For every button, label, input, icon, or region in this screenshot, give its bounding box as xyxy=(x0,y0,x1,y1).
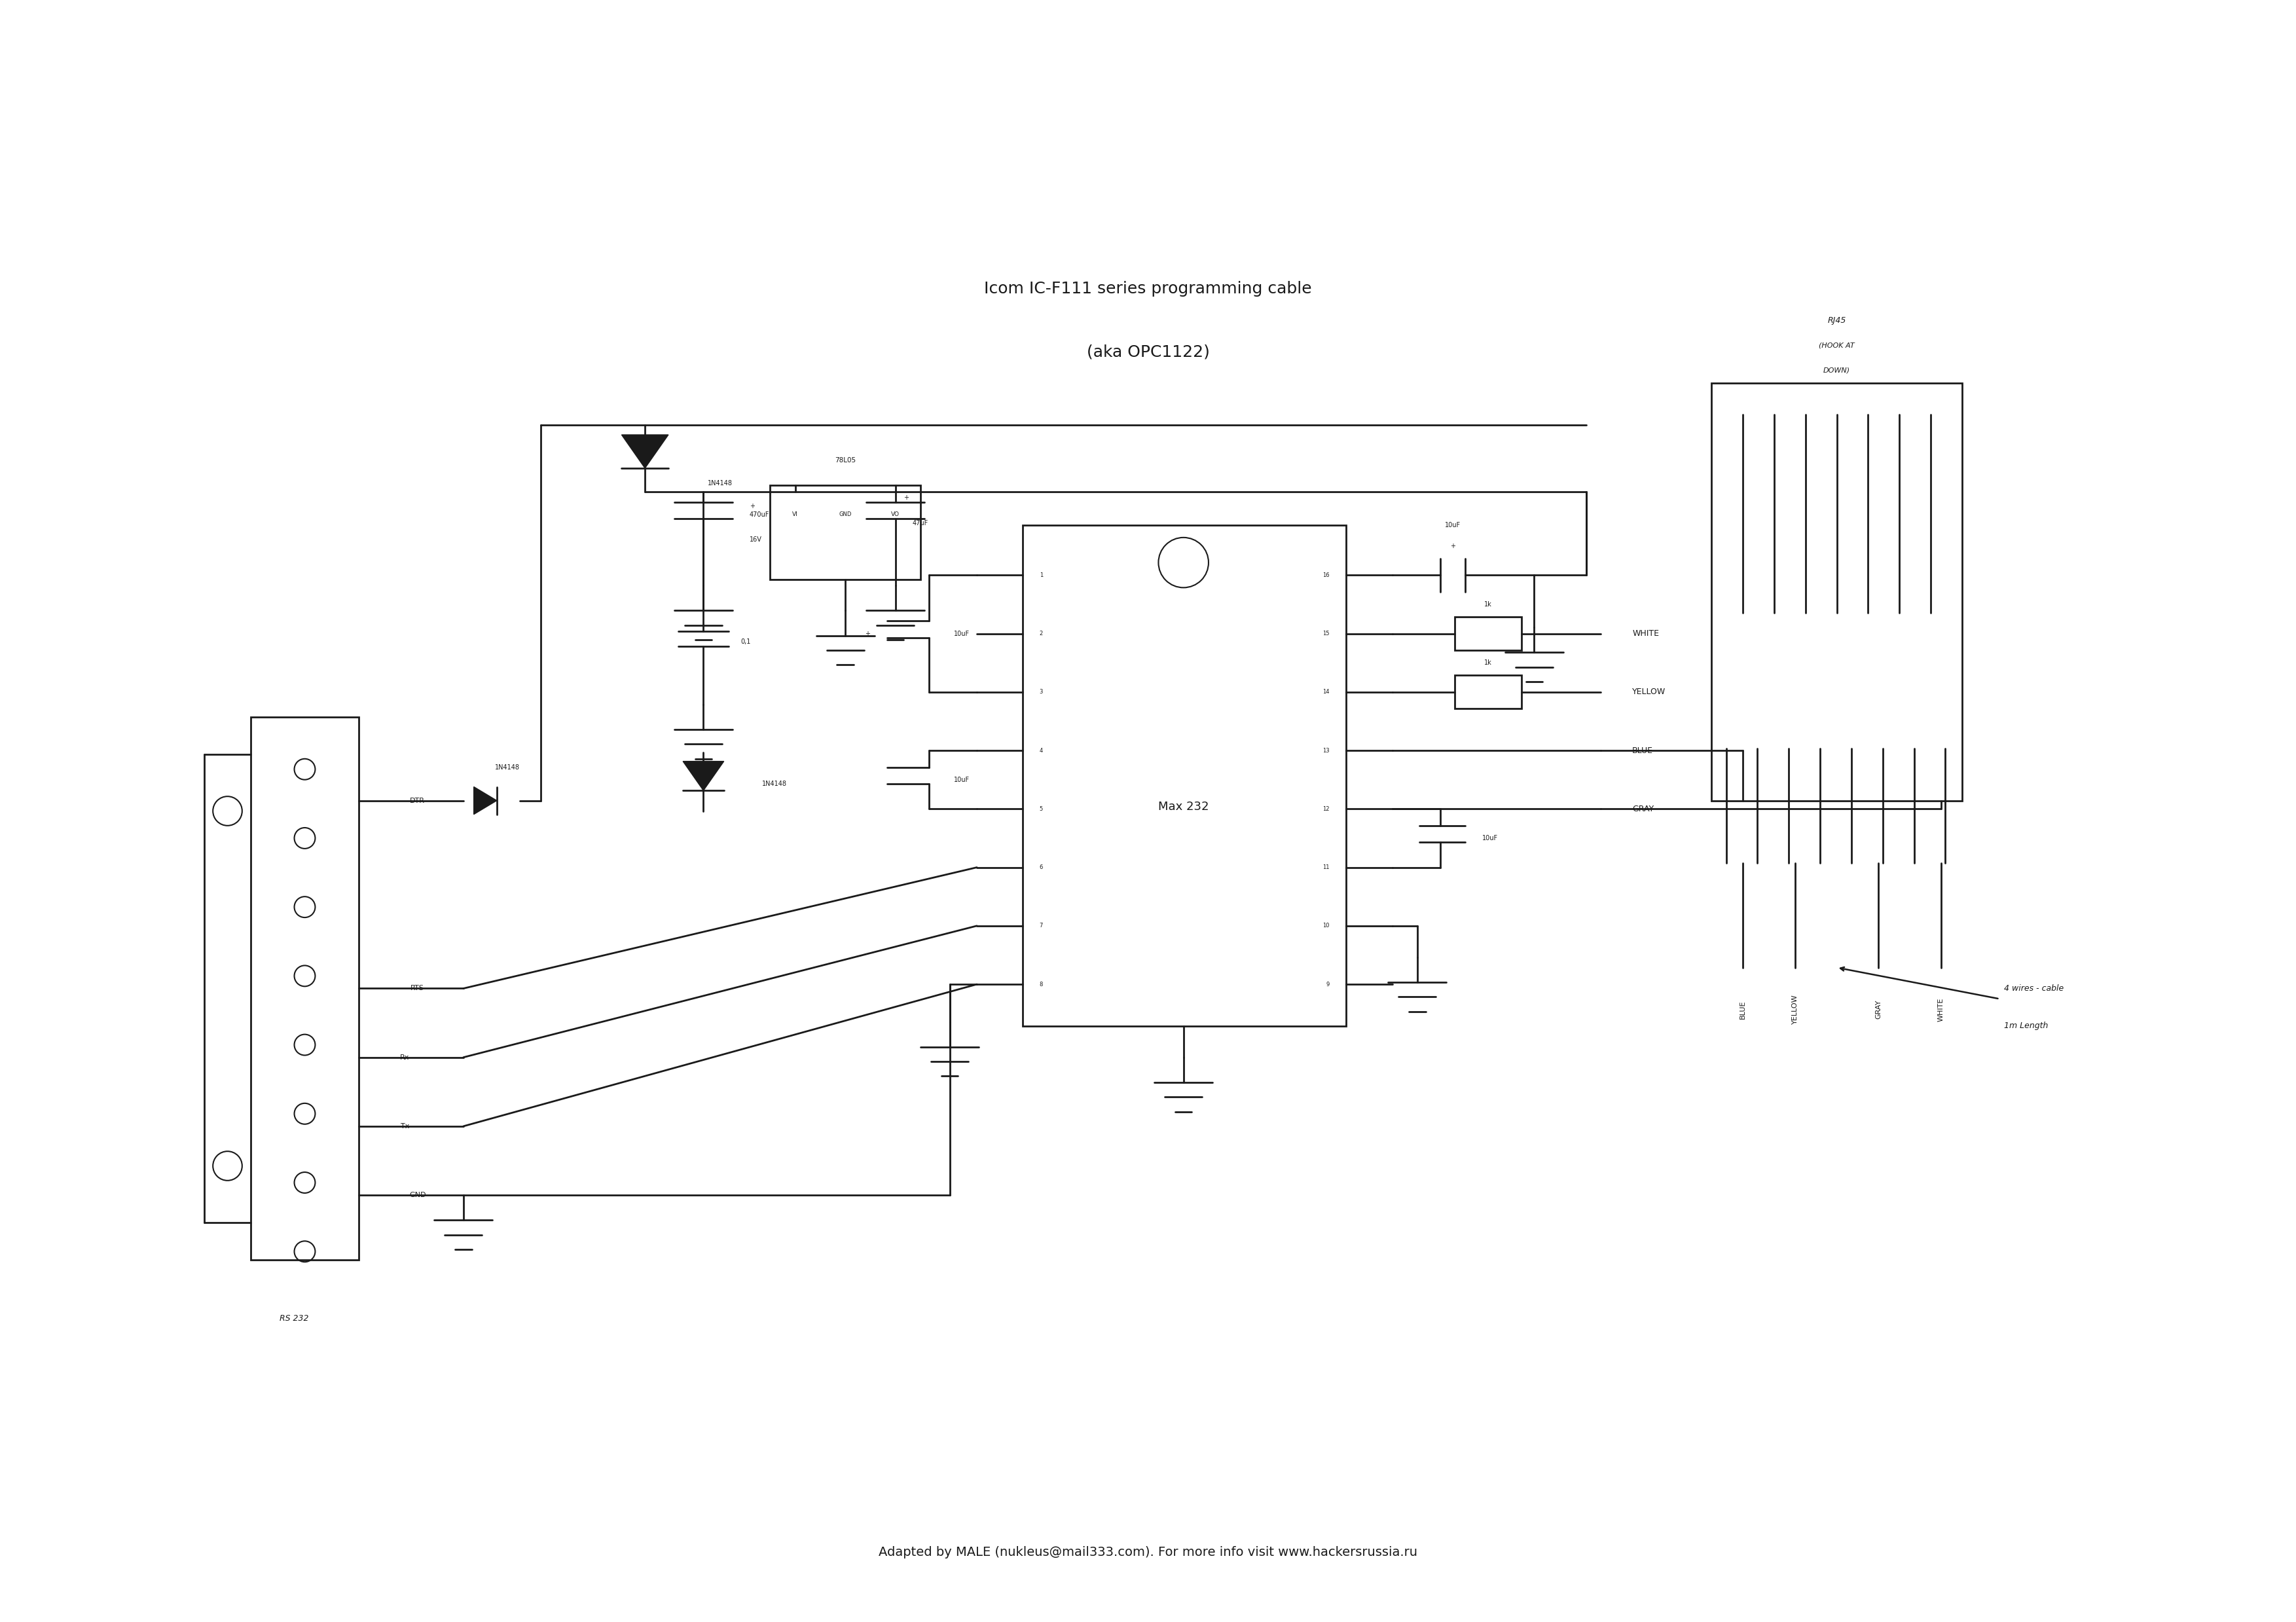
Text: BLUE: BLUE xyxy=(1740,1001,1747,1019)
Bar xyxy=(1711,383,1963,801)
Polygon shape xyxy=(682,761,723,790)
Text: WHITE: WHITE xyxy=(1938,998,1945,1022)
Text: DOWN): DOWN) xyxy=(1823,367,1851,373)
Bar xyxy=(250,717,358,1260)
Text: 14: 14 xyxy=(1322,689,1329,694)
Text: 0,1: 0,1 xyxy=(742,639,751,646)
Text: 1k: 1k xyxy=(1486,660,1492,667)
Text: 9: 9 xyxy=(1327,981,1329,988)
Text: 1: 1 xyxy=(1040,573,1042,577)
Text: GND: GND xyxy=(838,511,852,517)
Text: 15: 15 xyxy=(1322,631,1329,636)
Text: 1k: 1k xyxy=(1486,602,1492,608)
Text: +: + xyxy=(866,631,870,637)
Polygon shape xyxy=(622,435,668,469)
Bar xyxy=(1456,675,1522,709)
Text: 16V: 16V xyxy=(748,537,762,543)
Text: RJ45: RJ45 xyxy=(1828,316,1846,324)
Text: 11: 11 xyxy=(1322,865,1329,871)
Bar xyxy=(769,485,921,579)
Text: 1N4148: 1N4148 xyxy=(494,764,519,770)
Text: GRAY: GRAY xyxy=(1632,805,1653,813)
Text: Tx: Tx xyxy=(400,1122,409,1129)
Text: YELLOW: YELLOW xyxy=(1632,688,1667,696)
Text: 47uF: 47uF xyxy=(912,519,928,526)
Text: 470uF: 470uF xyxy=(748,511,769,517)
Text: 5: 5 xyxy=(1040,806,1042,813)
Text: BLUE: BLUE xyxy=(1632,746,1653,754)
Text: 6: 6 xyxy=(1040,865,1042,871)
Text: RS 232: RS 232 xyxy=(280,1314,310,1322)
Text: 10uF: 10uF xyxy=(953,631,969,637)
Text: (aka OPC1122): (aka OPC1122) xyxy=(1086,344,1210,360)
Bar xyxy=(1456,616,1522,650)
Text: Adapted by MALE (nukleus@mail333.com). For more info visit www.hackersrussia.ru: Adapted by MALE (nukleus@mail333.com). F… xyxy=(879,1546,1417,1559)
Text: VI: VI xyxy=(792,511,799,517)
Text: Rx: Rx xyxy=(400,1054,409,1061)
Text: 4: 4 xyxy=(1040,748,1042,753)
Text: 1N4148: 1N4148 xyxy=(707,480,732,487)
Text: Max 232: Max 232 xyxy=(1157,801,1210,813)
Text: VO: VO xyxy=(891,511,900,517)
Text: 10: 10 xyxy=(1322,923,1329,929)
Text: 4 wires - cable: 4 wires - cable xyxy=(2004,985,2064,993)
Text: 78L05: 78L05 xyxy=(836,457,856,464)
Text: Icom IC-F111 series programming cable: Icom IC-F111 series programming cable xyxy=(985,281,1311,297)
Text: 12: 12 xyxy=(1322,806,1329,813)
Text: 8: 8 xyxy=(1040,981,1042,988)
Text: GRAY: GRAY xyxy=(1876,999,1883,1019)
Text: 7: 7 xyxy=(1040,923,1042,929)
Text: 16: 16 xyxy=(1322,573,1329,577)
Text: 1m Length: 1m Length xyxy=(2004,1022,2048,1030)
Text: 10uF: 10uF xyxy=(1444,522,1460,529)
Text: WHITE: WHITE xyxy=(1632,629,1660,637)
Text: +: + xyxy=(748,503,755,509)
Text: RTS: RTS xyxy=(411,985,425,991)
Text: 10uF: 10uF xyxy=(953,777,969,783)
Text: YELLOW: YELLOW xyxy=(1791,994,1798,1023)
Text: DTR: DTR xyxy=(411,798,425,805)
Text: 1N4148: 1N4148 xyxy=(762,780,788,787)
Text: +: + xyxy=(1451,543,1456,550)
Text: GND: GND xyxy=(409,1192,425,1199)
Text: 3: 3 xyxy=(1040,689,1042,694)
Bar xyxy=(1022,526,1345,1027)
Text: (HOOK AT: (HOOK AT xyxy=(1818,342,1855,349)
Polygon shape xyxy=(473,787,496,814)
Text: 13: 13 xyxy=(1322,748,1329,753)
Text: +: + xyxy=(905,495,909,501)
Text: 10uF: 10uF xyxy=(1481,835,1497,842)
Text: 2: 2 xyxy=(1040,631,1042,636)
